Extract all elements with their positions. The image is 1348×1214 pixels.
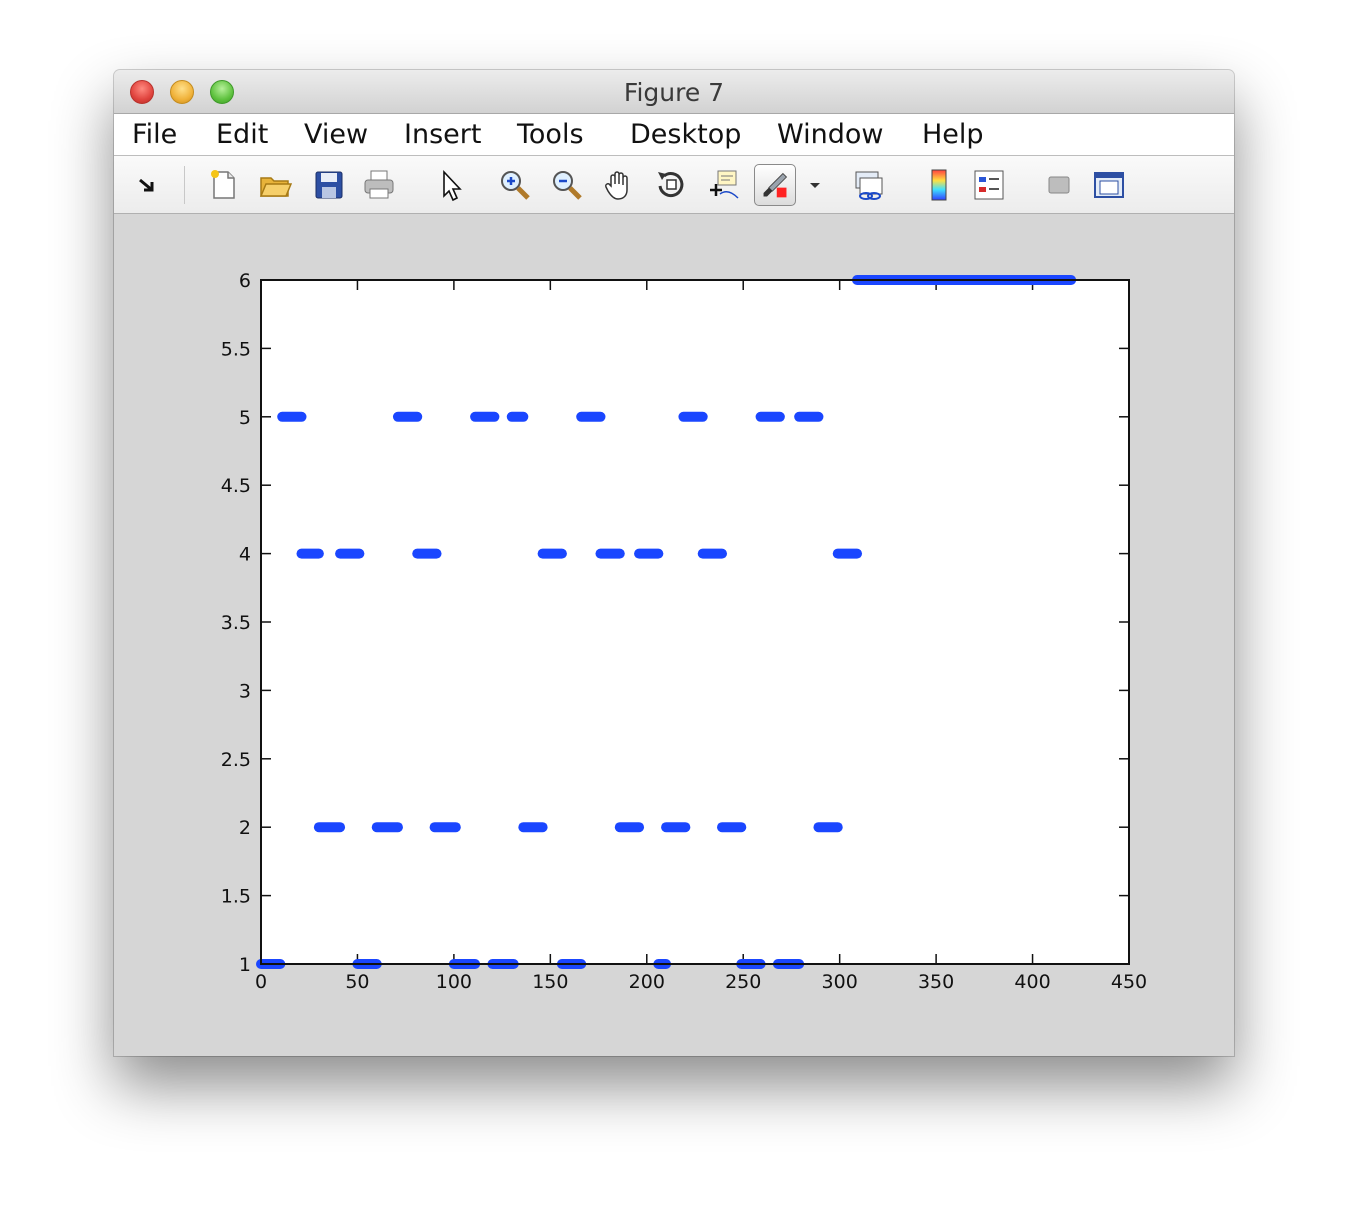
title-bar[interactable]: Figure 7 [114, 70, 1234, 114]
window-title: Figure 7 [623, 78, 725, 107]
x-tick-label: 450 [1111, 971, 1147, 993]
y-tick-label: 1.5 [221, 886, 251, 908]
link-plot-icon[interactable] [852, 168, 886, 202]
x-tick-label: 200 [629, 971, 665, 993]
y-tick-label: 3.5 [221, 612, 251, 634]
x-tick-label: 150 [532, 971, 568, 993]
legend-icon[interactable] [972, 168, 1006, 202]
minimize-window-button[interactable] [170, 80, 194, 104]
x-tick-label: 350 [918, 971, 954, 993]
menu-insert[interactable]: Insert [404, 119, 482, 150]
x-tick-label: 0 [255, 971, 267, 993]
save-icon[interactable] [312, 168, 346, 202]
x-tick-label: 400 [1014, 971, 1050, 993]
y-tick-label: 4.5 [221, 475, 251, 497]
edit-plot-pointer-icon[interactable] [434, 168, 468, 202]
show-plot-tools-icon[interactable] [1092, 168, 1126, 202]
y-tick-label: 5.5 [221, 338, 251, 360]
data-cursor-icon[interactable] [706, 168, 740, 202]
brush-dropdown-icon[interactable] [806, 168, 824, 202]
y-tick-label: 2.5 [221, 749, 251, 771]
menu-tools[interactable]: Tools [517, 119, 584, 150]
open-file-icon[interactable] [258, 168, 292, 202]
x-tick-label: 250 [725, 971, 761, 993]
close-window-button[interactable] [130, 80, 154, 104]
colorbar-icon[interactable] [922, 168, 956, 202]
x-tick-label: 300 [822, 971, 858, 993]
rotate-3d-icon[interactable] [654, 168, 688, 202]
plot-area: 0 50 100 150 200 250 300 350 400 450 1 1.5 2 2.5 3 3.5 4… [114, 214, 1234, 1056]
axes-background [261, 280, 1129, 964]
zoom-in-icon[interactable] [498, 168, 532, 202]
menu-bar: File Edit View Insert Tools Desktop Wind… [114, 114, 1234, 156]
y-tick-label: 4 [239, 544, 251, 566]
figure-toolbar [114, 156, 1234, 214]
zoom-window-button[interactable] [210, 80, 234, 104]
y-tick-label: 5 [239, 407, 251, 429]
axes-box [260, 279, 1130, 965]
figure-window: Figure 7 File Edit View Insert Tools Des… [114, 70, 1234, 1056]
y-tick-label: 6 [239, 270, 251, 292]
menu-help[interactable]: Help [922, 119, 984, 150]
menu-window[interactable]: Window [777, 119, 884, 150]
menu-desktop[interactable]: Desktop [630, 119, 742, 150]
zoom-out-icon[interactable] [550, 168, 584, 202]
dock-arrow-icon[interactable] [130, 168, 164, 202]
y-tick-label: 1 [239, 954, 251, 976]
toolbar-separator [184, 166, 185, 204]
menu-file[interactable]: File [132, 119, 178, 150]
new-figure-icon[interactable] [206, 168, 240, 202]
x-tick-label: 50 [345, 971, 369, 993]
pan-hand-icon[interactable] [602, 168, 636, 202]
menu-view[interactable]: View [304, 119, 369, 150]
x-tick-label: 100 [436, 971, 472, 993]
print-icon[interactable] [362, 168, 396, 202]
hide-plot-tools-icon[interactable] [1042, 168, 1076, 202]
menu-edit[interactable]: Edit [216, 119, 269, 150]
chart[interactable]: 0 50 100 150 200 250 300 350 400 450 1 1.5 2 2.5 3 3.5 4… [114, 214, 1234, 1056]
brush-icon[interactable] [754, 164, 796, 206]
y-tick-label: 2 [239, 817, 251, 839]
y-tick-label: 3 [239, 680, 251, 702]
